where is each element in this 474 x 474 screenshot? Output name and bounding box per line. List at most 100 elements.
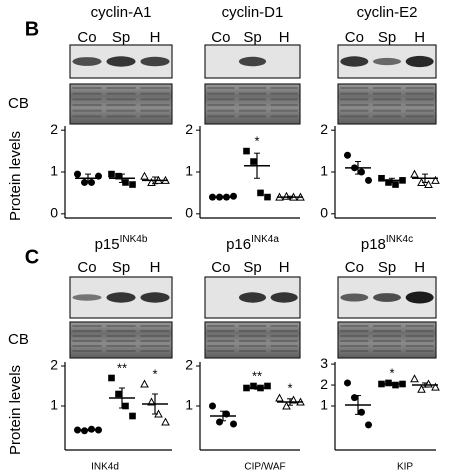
cb-band [238, 335, 267, 337]
significance: * [287, 380, 292, 395]
lane-label: H [150, 29, 161, 46]
coomassie-blot [69, 83, 173, 125]
data-point [129, 412, 136, 420]
blot-band [373, 293, 401, 302]
y-axis-label: Protein levels [7, 365, 24, 455]
data-point [230, 192, 237, 200]
cb-band [140, 98, 170, 101]
blot-band [106, 292, 136, 303]
cb-band [72, 345, 102, 347]
cb-band [72, 350, 102, 352]
data-point [264, 193, 271, 201]
data-point [115, 390, 122, 398]
lane-label: H [279, 259, 290, 276]
y-tick-label: 1 [50, 397, 58, 413]
cb-band [106, 325, 136, 327]
blot-band [340, 293, 369, 302]
significance: * [254, 134, 259, 149]
cb-band [270, 115, 298, 118]
cb-band [207, 115, 235, 118]
data-point [264, 382, 271, 390]
cb-band [373, 330, 401, 332]
data-point [275, 393, 284, 402]
cb-band [238, 345, 267, 347]
data-point [378, 174, 385, 182]
panel-title: cyclin-A1 [91, 4, 152, 21]
data-point [129, 181, 136, 188]
cb-band [405, 104, 434, 106]
lane-label: H [414, 29, 425, 46]
cb-band [106, 345, 136, 347]
lane-label: Co [211, 259, 230, 276]
cb-band [207, 104, 235, 106]
cb-band [373, 115, 401, 118]
data-point [161, 417, 170, 426]
lane-label: Sp [243, 29, 261, 46]
data-point [344, 379, 351, 387]
cb-band [405, 350, 434, 352]
data-point [122, 179, 129, 186]
cb-band [405, 340, 434, 342]
cb-band [373, 109, 401, 112]
cb-band [340, 98, 369, 101]
cb-band [140, 345, 170, 347]
lane-label: Co [345, 29, 364, 46]
y-tick-label: 2 [320, 376, 328, 392]
cb-band [373, 92, 401, 95]
y-tick-label: 2 [185, 121, 193, 137]
cb-band [405, 330, 434, 332]
cb-band [405, 92, 434, 95]
cb-band [340, 115, 369, 118]
lane-label: H [150, 259, 161, 276]
data-point [365, 421, 372, 429]
cb-band [106, 104, 136, 106]
y-tick-label: 1 [320, 163, 328, 179]
cb-band [270, 345, 298, 347]
blot-band [405, 291, 434, 304]
cb-band [373, 335, 401, 337]
y-tick-label: 1 [50, 163, 58, 179]
cb-band [140, 340, 170, 342]
cb-band [207, 98, 235, 101]
significance: * [152, 366, 157, 381]
cb-band [238, 87, 267, 89]
data-point [122, 402, 129, 410]
cb-band [238, 98, 267, 101]
cb-band [72, 104, 102, 106]
cb-band [270, 98, 298, 101]
cb-band [72, 335, 102, 337]
cb-band [270, 340, 298, 342]
coomassie-blot [69, 321, 173, 359]
cb-band [405, 325, 434, 327]
cb-band [373, 325, 401, 327]
y-tick-label: 2 [320, 121, 328, 137]
y-tick-label: 0 [50, 205, 58, 221]
data-point [108, 374, 115, 382]
cb-band [373, 350, 401, 352]
panel-letter: C [25, 246, 39, 268]
cb-band [373, 104, 401, 106]
data-point [257, 189, 264, 197]
cb-band [405, 87, 434, 89]
blot-band [72, 57, 102, 66]
cut-off-label: KIP [397, 462, 413, 473]
cb-band [340, 340, 369, 342]
significance: ** [252, 368, 262, 383]
cb-band [340, 350, 369, 352]
cb-band [106, 98, 136, 101]
data-point [140, 171, 149, 180]
data-point [417, 384, 426, 393]
lane-label: Co [77, 29, 96, 46]
data-point [88, 178, 95, 186]
cb-band [270, 87, 298, 89]
title-text: cyclin-D1 [222, 4, 284, 21]
y-tick-label: 1 [185, 397, 193, 413]
cb-band [238, 115, 267, 118]
title-text: p16 [226, 236, 251, 253]
cb-band [238, 104, 267, 106]
cb-band [340, 87, 369, 89]
panel-title: p18INK4c [361, 234, 413, 253]
cb-band [373, 87, 401, 89]
y-tick-label: 2 [185, 357, 193, 373]
data-point [250, 158, 257, 165]
